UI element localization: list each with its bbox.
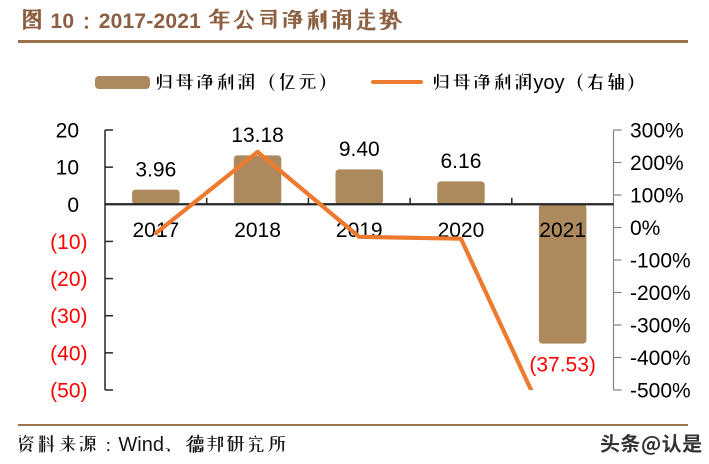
left-axis-tick-label: 0 [67, 194, 79, 217]
bar-2021 [538, 204, 587, 344]
category-label: 2020 [438, 219, 485, 242]
left-axis-tick-label: (20) [50, 268, 87, 291]
bar-2017 [132, 189, 180, 205]
left-axis-tick-label: (50) [50, 380, 87, 403]
legend-label: 归母净利润（亿元） [154, 72, 339, 92]
bar-2019 [335, 169, 383, 205]
right-axis-tick-label: -100% [630, 250, 691, 273]
left-axis-tick-label: (40) [50, 342, 87, 365]
legend-item-net-profit: 归母净利润（亿元） [95, 72, 338, 92]
right-axis-tick-label: 300% [630, 120, 684, 143]
line-swatch-icon [371, 80, 423, 84]
left-axis-tick-label: (10) [50, 231, 87, 254]
left-axis-tick-label: 10 [56, 157, 79, 180]
bar-swatch-icon [95, 75, 150, 89]
right-axis-tick-label: 100% [630, 185, 684, 208]
category-label: 2018 [234, 219, 281, 242]
footer-rule [18, 423, 688, 426]
bar-value-label: 3.96 [135, 158, 176, 181]
right-axis-tick-label: 0% [630, 217, 660, 240]
legend-item-yoy: 归母净利润yoy（右轴） [371, 72, 646, 92]
source-note: 资料来源：Wind、德邦研究所 [16, 434, 287, 454]
right-axis-tick-label: 200% [630, 152, 684, 175]
left-axis-tick-label: 20 [56, 120, 79, 143]
left-axis-tick-label: (30) [50, 305, 87, 328]
bar-value-label: 13.18 [231, 124, 284, 147]
bar-2018 [233, 155, 282, 205]
bar-value-label: (37.53) [529, 354, 596, 377]
bar-value-label: 6.16 [441, 150, 482, 173]
right-axis-tick-label: -300% [630, 315, 691, 338]
bar-value-label: 9.40 [339, 138, 380, 161]
bar-2020 [437, 181, 485, 205]
legend-label: 归母净利润yoy（右轴） [431, 72, 647, 92]
category-label: 2021 [539, 219, 586, 242]
watermark: 头条@认是 [600, 428, 703, 457]
right-axis-tick-label: -400% [630, 347, 691, 370]
yoy-line [153, 149, 534, 390]
title-rule [18, 39, 688, 43]
right-axis-tick-label: -200% [630, 282, 691, 305]
right-axis-tick-label: -500% [630, 380, 691, 403]
figure-title: 图 10：2017-2021 年公司净利润走势 [20, 10, 403, 33]
